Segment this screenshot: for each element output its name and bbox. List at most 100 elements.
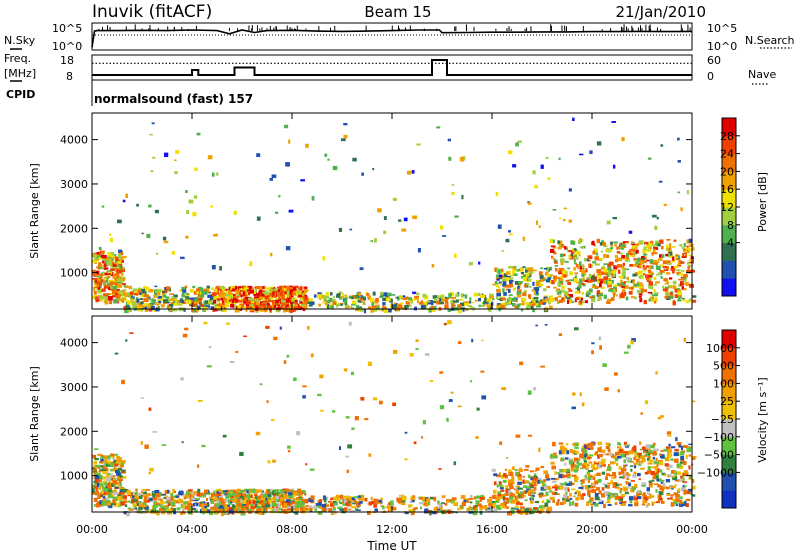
echo-cell bbox=[572, 117, 575, 122]
echo-cell bbox=[659, 453, 663, 456]
echo-cell bbox=[140, 293, 145, 298]
echo-cell bbox=[333, 500, 337, 505]
echo-cell bbox=[643, 256, 648, 259]
echo-cell bbox=[645, 274, 650, 279]
echo-cell bbox=[397, 304, 403, 309]
echo-cell bbox=[581, 301, 585, 304]
echo-cell bbox=[269, 177, 274, 181]
echo-cell bbox=[668, 292, 673, 296]
echo-cell bbox=[268, 299, 271, 303]
echo-cell bbox=[192, 507, 197, 511]
echo-cell bbox=[584, 485, 589, 490]
echo-cell bbox=[141, 232, 144, 235]
echo-cell bbox=[573, 253, 577, 256]
echo-cell bbox=[549, 280, 552, 284]
echo-cell bbox=[596, 269, 602, 273]
echo-cell bbox=[467, 305, 473, 307]
echo-cell bbox=[101, 455, 107, 459]
echo-cell bbox=[404, 431, 408, 434]
echo-cell bbox=[630, 248, 636, 252]
echo-cell bbox=[234, 509, 239, 514]
echo-cell bbox=[222, 491, 225, 495]
echo-cell bbox=[592, 250, 596, 255]
echo-cell bbox=[609, 452, 613, 456]
echo-cell bbox=[607, 482, 612, 485]
echo-cell bbox=[351, 497, 356, 501]
echo-cell bbox=[543, 299, 547, 304]
echo-cell bbox=[472, 505, 476, 510]
echo-cell bbox=[158, 300, 162, 303]
echo-cell bbox=[239, 451, 244, 457]
echo-cell bbox=[500, 503, 505, 507]
echo-cell bbox=[589, 454, 594, 457]
echo-cell bbox=[552, 209, 557, 211]
echo-cell bbox=[247, 496, 251, 500]
echo-cell bbox=[206, 509, 211, 514]
echo-cell bbox=[144, 294, 149, 298]
echo-cell bbox=[468, 505, 471, 509]
echo-cell bbox=[640, 467, 645, 470]
echo-cell bbox=[104, 296, 110, 301]
echo-cell bbox=[624, 464, 628, 467]
echo-cell bbox=[221, 288, 225, 291]
echo-cell bbox=[261, 490, 265, 495]
echo-cell bbox=[645, 503, 649, 508]
echo-cell bbox=[114, 463, 119, 467]
echo-cell bbox=[512, 303, 516, 307]
echo-cell bbox=[161, 493, 166, 496]
echo-cell bbox=[599, 345, 603, 350]
echo-cell bbox=[383, 306, 387, 310]
echo-cell bbox=[358, 502, 361, 505]
echo-cell bbox=[532, 304, 536, 306]
echo-cell bbox=[356, 509, 361, 512]
echo-cell bbox=[575, 497, 580, 501]
echo-cell bbox=[116, 457, 121, 462]
echo-cell bbox=[238, 286, 242, 289]
echo-cell bbox=[104, 277, 107, 281]
echo-cell bbox=[238, 505, 242, 510]
echo-cell bbox=[282, 296, 285, 299]
echo-cell bbox=[112, 285, 117, 290]
echo-cell bbox=[580, 297, 584, 301]
echo-cell bbox=[343, 368, 348, 372]
echo-cell bbox=[113, 299, 118, 304]
echo-cell bbox=[92, 455, 95, 459]
echo-cell bbox=[153, 289, 158, 292]
echo-cell bbox=[98, 470, 101, 473]
echo-cell bbox=[591, 489, 597, 493]
echo-cell bbox=[538, 271, 543, 276]
echo-cell bbox=[479, 506, 483, 511]
echo-cell bbox=[287, 298, 290, 302]
echo-cell bbox=[622, 276, 626, 279]
echo-cell bbox=[351, 300, 357, 305]
echo-cell bbox=[574, 465, 580, 469]
echo-cell bbox=[553, 452, 557, 456]
echo-cell bbox=[580, 482, 583, 485]
echo-cell bbox=[262, 300, 267, 303]
echo-cell bbox=[120, 464, 124, 468]
echo-cell bbox=[183, 308, 186, 312]
echo-cell bbox=[453, 461, 457, 466]
echo-cell bbox=[645, 452, 649, 457]
echo-cell bbox=[680, 459, 685, 462]
echo-cell bbox=[459, 302, 465, 307]
echo-cell bbox=[250, 506, 256, 509]
echo-cell bbox=[122, 298, 127, 300]
echo-cell bbox=[611, 121, 616, 123]
echo-cell bbox=[622, 241, 625, 244]
echo-cell bbox=[571, 474, 576, 477]
echo-cell bbox=[154, 500, 157, 503]
echo-cell bbox=[478, 297, 481, 302]
echo-cell bbox=[126, 306, 131, 310]
echo-cell bbox=[525, 511, 529, 516]
echo-cell bbox=[592, 501, 596, 506]
echo-cell bbox=[673, 265, 679, 268]
echo-cell bbox=[638, 462, 642, 467]
echo-cell bbox=[132, 492, 135, 495]
echo-cell bbox=[214, 288, 218, 293]
echo-cell bbox=[116, 476, 120, 479]
echo-cell bbox=[318, 502, 322, 506]
echo-cell bbox=[309, 468, 315, 471]
echo-cell bbox=[506, 275, 511, 279]
echo-cell bbox=[419, 501, 424, 505]
